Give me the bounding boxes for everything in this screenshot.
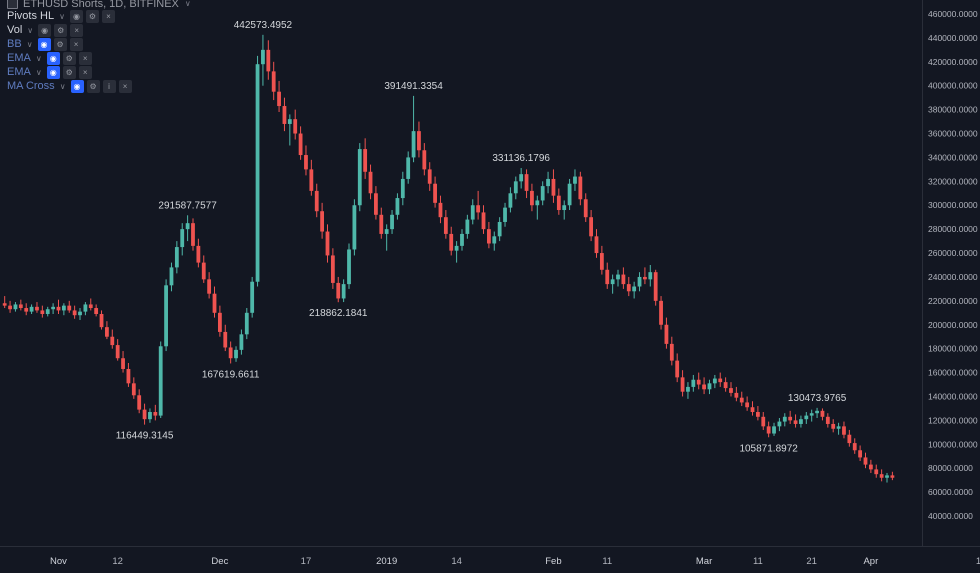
price-tick-label: 360000.0000	[928, 129, 978, 139]
candles[interactable]	[2, 34, 895, 483]
close-icon[interactable]: ×	[101, 9, 115, 23]
price-tick-label: 220000.0000	[928, 296, 978, 306]
info-icon[interactable]: i	[102, 79, 116, 93]
indicator-label: Pivots HL	[7, 10, 55, 22]
price-tick-label: 60000.0000	[928, 487, 973, 497]
settings-icon[interactable]: ⚙	[62, 51, 76, 65]
chart-title[interactable]: ETHUSD Shorts, 1D, BITFINEX	[23, 0, 179, 9]
pivot-label: 291587.7577	[158, 200, 217, 211]
pivot-label: 218862.1841	[309, 308, 368, 319]
price-tick-label: 140000.0000	[928, 391, 978, 401]
chevron-down-icon[interactable]: ∨	[35, 67, 42, 77]
eye-icon[interactable]: ◉	[70, 79, 84, 93]
pivot-label: 442573.4952	[234, 20, 293, 31]
price-tick-label: 120000.0000	[928, 415, 978, 425]
price-tick-label: 440000.0000	[928, 33, 978, 43]
time-tick-label: 12	[112, 556, 123, 567]
price-tick-label: 400000.0000	[928, 81, 978, 91]
chevron-down-icon[interactable]: ∨	[184, 0, 191, 8]
close-icon[interactable]: ×	[78, 65, 92, 79]
pivot-label: 331136.1796	[492, 153, 550, 164]
eye-icon[interactable]: ◉	[46, 51, 60, 65]
legend-row-vol[interactable]: Vol ∨ ◉ ⚙ ×	[7, 23, 193, 37]
indicator-label: EMA	[7, 66, 31, 78]
chart-type-icon	[7, 0, 18, 9]
price-tick-label: 340000.0000	[928, 152, 978, 162]
time-tick-label: 1	[976, 556, 980, 567]
price-tick-label: 200000.0000	[928, 320, 978, 330]
price-tick-label: 80000.0000	[928, 463, 973, 473]
close-icon[interactable]: ×	[78, 51, 92, 65]
price-tick-label: 380000.0000	[928, 105, 978, 115]
time-tick-label: Apr	[863, 556, 878, 567]
time-tick-label: Nov	[50, 556, 67, 567]
indicator-label: Vol	[7, 24, 23, 36]
chevron-down-icon[interactable]: ∨	[59, 81, 66, 91]
price-tick-label: 460000.0000	[928, 9, 978, 19]
settings-icon[interactable]: ⚙	[54, 23, 68, 37]
legend-row-pivots-hl[interactable]: Pivots HL ∨ ◉ ⚙ ×	[7, 9, 193, 23]
chevron-down-icon[interactable]: ∨	[26, 39, 33, 49]
legend-row-ma-cross[interactable]: MA Cross ∨ ◉ ⚙ i ×	[7, 79, 193, 93]
time-tick-label: 21	[806, 556, 817, 567]
price-tick-label: 260000.0000	[928, 248, 978, 258]
legend-row-ema-2[interactable]: EMA ∨ ◉ ⚙ ×	[7, 65, 193, 79]
close-icon[interactable]: ×	[69, 37, 83, 51]
time-tick-label: 2019	[376, 556, 397, 567]
pivot-label: 130473.9765	[788, 393, 847, 404]
legend-panel: ETHUSD Shorts, 1D, BITFINEX ∨ Pivots HL …	[7, 0, 193, 93]
price-tick-label: 320000.0000	[928, 176, 978, 186]
price-tick-label: 280000.0000	[928, 224, 978, 234]
time-tick-label: Mar	[696, 556, 712, 567]
price-tick-label: 420000.0000	[928, 57, 978, 67]
legend-row-ema-1[interactable]: EMA ∨ ◉ ⚙ ×	[7, 51, 193, 65]
pivot-label: 105871.8972	[739, 443, 798, 454]
price-axis[interactable]: 460000.0000 440000.0000 420000.0000 400000.…	[928, 9, 978, 521]
price-tick-label: 180000.0000	[928, 344, 978, 354]
pivot-label: 116449.3145	[116, 431, 174, 442]
settings-icon[interactable]: ⚙	[62, 65, 76, 79]
eye-icon[interactable]: ◉	[69, 9, 83, 23]
eye-icon[interactable]: ◉	[46, 65, 60, 79]
chevron-down-icon[interactable]: ∨	[59, 11, 65, 21]
pivot-label: 167619.6611	[202, 369, 260, 380]
price-tick-label: 100000.0000	[928, 439, 978, 449]
chevron-down-icon[interactable]: ∨	[35, 53, 42, 63]
eye-icon[interactable]: ◉	[37, 37, 51, 51]
time-tick-label: Feb	[545, 556, 561, 567]
legend-row-bb[interactable]: BB ∨ ◉ ⚙ ×	[7, 37, 193, 51]
indicator-label: EMA	[7, 52, 31, 64]
indicator-label: BB	[7, 38, 22, 50]
pivot-label: 391491.3354	[384, 81, 443, 92]
time-tick-label: 11	[602, 556, 612, 567]
close-icon[interactable]: ×	[70, 23, 84, 37]
price-tick-label: 160000.0000	[928, 368, 978, 378]
settings-icon[interactable]: ⚙	[85, 9, 99, 23]
time-tick-label: 11	[753, 556, 763, 567]
time-tick-label: 14	[451, 556, 462, 567]
chart-title-row[interactable]: ETHUSD Shorts, 1D, BITFINEX ∨	[7, 0, 193, 9]
time-axis[interactable]: Nov 12 Dec 17 2019 14 Feb 11 Mar 11 21 Apr 1	[50, 556, 980, 567]
chevron-down-icon[interactable]: ∨	[27, 25, 34, 35]
eye-icon[interactable]: ◉	[38, 23, 52, 37]
price-tick-label: 240000.0000	[928, 272, 978, 282]
close-icon[interactable]: ×	[118, 79, 132, 93]
price-tick-label: 40000.0000	[928, 511, 973, 521]
indicator-label: MA Cross	[7, 80, 55, 92]
price-tick-label: 300000.0000	[928, 200, 978, 210]
settings-icon[interactable]: ⚙	[86, 79, 100, 93]
time-tick-label: 17	[301, 556, 312, 567]
settings-icon[interactable]: ⚙	[53, 37, 67, 51]
time-tick-label: Dec	[211, 556, 228, 567]
